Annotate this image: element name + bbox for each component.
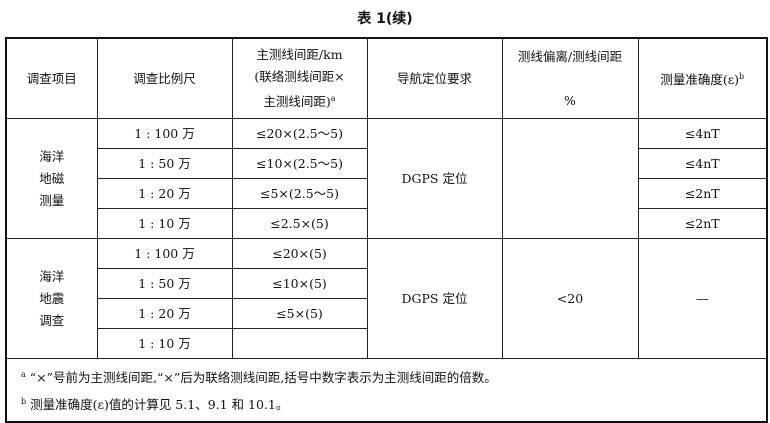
- footnote-ref-a: a: [330, 93, 336, 103]
- navigation-cell: DGPS 定位: [366, 238, 503, 359]
- table-row: 1 : 20 万 ≤5×(2.5～5) ≤2nT: [6, 178, 768, 209]
- item-seismic: 海洋 地震 调查: [5, 238, 98, 359]
- header-spacing: 主测线间距/km (联络测线间距× 主测线间距)a: [231, 37, 368, 119]
- item-line: 调查: [39, 312, 65, 328]
- scale-cell: 1 : 20 万: [96, 298, 233, 329]
- accuracy-cell: ≤4nT: [637, 148, 768, 179]
- header-spacing-line3: 主测线间距): [263, 94, 331, 110]
- spacing-cell: [231, 328, 368, 359]
- survey-table: 调查项目 调查比例尺 主测线间距/km (联络测线间距× 主测线间距)a 导航定位要…: [5, 37, 768, 423]
- scale-cell: 1 : 50 万: [96, 268, 233, 299]
- footnote-ref-b: b: [739, 71, 745, 81]
- item-line: 海洋: [39, 268, 65, 284]
- scale-cell: 1 : 50 万: [96, 148, 233, 179]
- footnote-text: 测量准确度(ε)值的计算见 5.1、9.1 和 10.1。: [30, 397, 289, 413]
- footnote-mark: b: [21, 397, 27, 407]
- item-line: 地震: [39, 290, 65, 306]
- deviation-cell: <20: [501, 238, 639, 359]
- item-line: 测量: [39, 192, 65, 208]
- spacing-cell: ≤5×(5): [231, 298, 368, 329]
- spacing-cell: ≤10×(5): [231, 268, 368, 299]
- header-accuracy: 测量准确度(ε)b: [637, 37, 768, 119]
- table-row: 海洋地震调查 1 : 100 万 ≤20×(5) DGPS 定位 <20 —: [5, 238, 768, 359]
- table-row: 海洋地磁测量 1 : 100 万 ≤20×(2.5～5) DGPS 定位 ≤4n…: [5, 118, 768, 239]
- scale-cell: 1 : 10 万: [96, 208, 233, 239]
- header-navigation: 导航定位要求: [366, 37, 503, 119]
- header-spacing-line2: (联络测线间距×: [254, 68, 345, 84]
- item-magnetic: 海洋 地磁 测量: [5, 118, 98, 239]
- deviation-cell: [501, 118, 639, 239]
- spacing-cell: ≤5×(2.5～5): [231, 178, 368, 209]
- table-row: 1 : 10 万: [6, 328, 767, 359]
- footnote-row: a “×”号前为主测线间距,“×”后为联络测线间距,括号中数字表示为主测线间距的…: [5, 358, 768, 423]
- header-spacing-line1: 主测线间距/km: [256, 46, 343, 62]
- item-line: 海洋: [39, 148, 65, 164]
- header-scale: 调查比例尺: [96, 37, 233, 119]
- footnote-text: “×”号前为主测线间距,“×”后为联络测线间距,括号中数字表示为主测线间距的倍数…: [29, 370, 497, 386]
- spacing-cell: ≤10×(2.5～5): [231, 148, 368, 179]
- scale-cell: 1 : 100 万: [96, 238, 233, 269]
- footnotes: a “×”号前为主测线间距,“×”后为联络测线间距,括号中数字表示为主测线间距的…: [5, 358, 768, 423]
- scale-cell: 1 : 100 万: [96, 118, 233, 149]
- item-line: 地磁: [39, 170, 65, 186]
- header-accuracy-label: 测量准确度(ε): [660, 72, 740, 88]
- table-row: 1 : 50 万 ≤10×(5): [6, 268, 767, 299]
- header-row: 调查项目 调查比例尺 主测线间距/km (联络测线间距× 主测线间距)a 导航定位要…: [5, 37, 768, 119]
- scale-cell: 1 : 20 万: [96, 178, 233, 209]
- spacing-cell: ≤20×(2.5～5): [231, 118, 368, 149]
- footnote-b: b 测量准确度(ε)值的计算见 5.1、9.1 和 10.1。: [21, 390, 766, 417]
- spacing-cell: ≤20×(5): [231, 238, 368, 269]
- spacing-cell: ≤2.5×(5): [231, 208, 368, 239]
- accuracy-cell: ≤4nT: [637, 118, 768, 149]
- navigation-cell: DGPS 定位: [366, 118, 503, 239]
- accuracy-cell: ≤2nT: [637, 178, 768, 209]
- scale-cell: 1 : 10 万: [96, 328, 233, 359]
- table-row: 1 : 50 万 ≤10×(2.5～5) ≤4nT: [6, 148, 768, 179]
- footnote-mark: a: [21, 370, 26, 379]
- accuracy-cell: —: [637, 238, 768, 359]
- header-deviation-line1: 测线偏离/测线间距: [517, 48, 623, 64]
- header-deviation: 测线偏离/测线间距%: [501, 37, 639, 119]
- footnote-a: a “×”号前为主测线间距,“×”后为联络测线间距,括号中数字表示为主测线间距的…: [21, 363, 766, 390]
- header-item: 调查项目: [5, 37, 98, 119]
- table-row: 1 : 20 万 ≤5×(5): [6, 298, 767, 329]
- accuracy-cell: ≤2nT: [637, 208, 768, 239]
- table-row: 1 : 10 万 ≤2.5×(5) ≤2nT: [6, 208, 768, 239]
- header-deviation-line2: %: [564, 92, 576, 108]
- table-title: 表 1(续): [357, 11, 413, 27]
